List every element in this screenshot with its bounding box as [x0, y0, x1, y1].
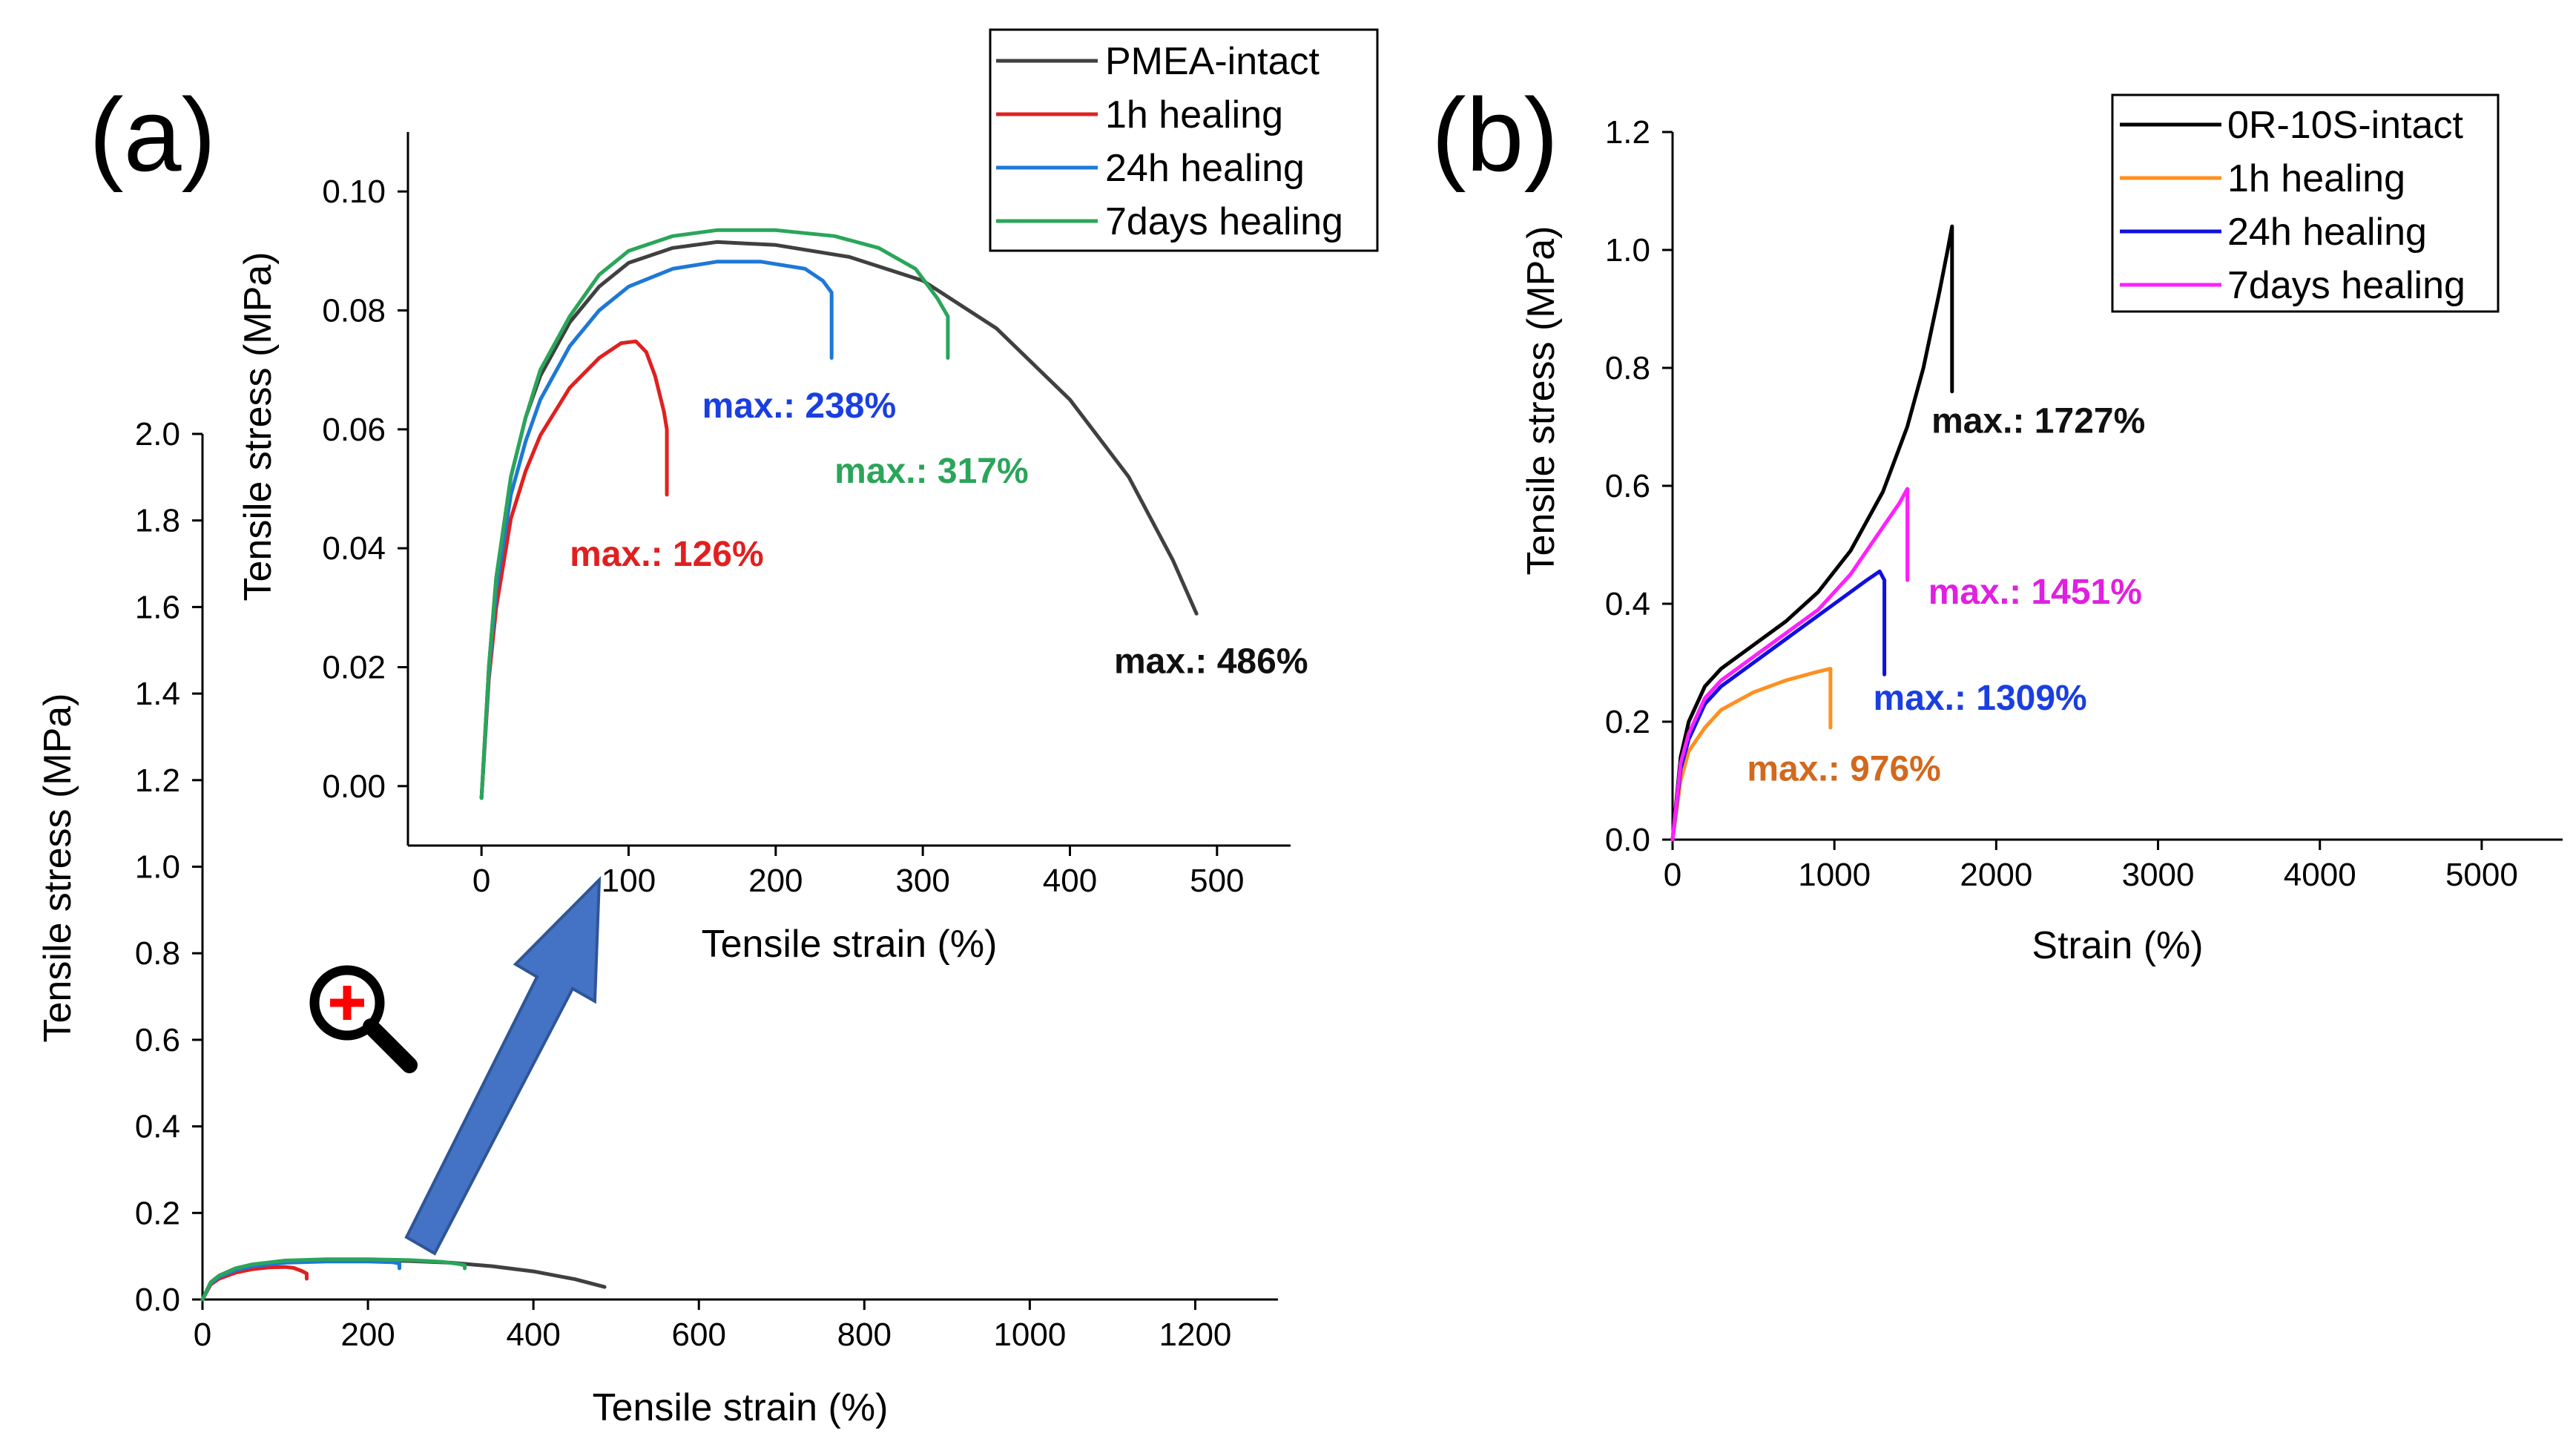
legend-b: 0R-10S-intact 1h healing 24h healing 7da…: [2111, 93, 2500, 313]
x-axis-title-a-inset: Tensile strain (%): [702, 923, 998, 966]
legend-a: PMEA-intact 1h healing 24h healing 7days…: [989, 28, 1379, 252]
x-tick-label-b: 2000: [1960, 857, 2032, 893]
annotation-b-3: max.: 976%: [1747, 750, 1941, 789]
series-a-inset-3: [479, 228, 950, 800]
y-tick-label-a-main: 0.2: [135, 1195, 180, 1231]
series-b-3: [1670, 487, 1910, 842]
legend-b-entry-0: 0R-10S-intact: [2227, 104, 2463, 147]
zoom-arrow-icon: [404, 875, 602, 1256]
x-tick-label-a-inset: 200: [748, 863, 803, 899]
x-axis-title-b: Strain (%): [2032, 924, 2203, 967]
y-tick-label-a-main: 1.2: [135, 762, 180, 799]
legend-b-entry-2: 24h healing: [2227, 211, 2427, 254]
series-a-main-3: [200, 1257, 467, 1302]
y-tick-label-a-main: 1.6: [135, 589, 180, 625]
y-tick-label-a-main: 1.8: [135, 503, 180, 539]
y-tick-label-a-main: 0.0: [135, 1282, 180, 1318]
series-a-inset-1: [479, 339, 669, 800]
x-tick-label-a-inset: 400: [1043, 863, 1097, 899]
annotation-b-2: max.: 1309%: [1874, 679, 2087, 718]
y-tick-label-b: 0.2: [1605, 704, 1650, 740]
y-tick-label-a-main: 1.0: [135, 849, 180, 886]
annotation-a-inset-2: max.: 317%: [834, 452, 1029, 491]
y-tick-label-b: 0.6: [1605, 468, 1650, 504]
y-tick-label-a-main: 0.4: [135, 1109, 180, 1145]
x-tick-label-b: 5000: [2445, 857, 2518, 893]
y-tick-label-b: 1.2: [1605, 114, 1650, 151]
y-tick-label-b: 0.0: [1605, 822, 1650, 858]
x-tick-label-b: 3000: [2122, 857, 2195, 893]
y-tick-label-a-inset: 0.00: [322, 768, 386, 805]
magnifier-icon: [309, 965, 418, 1073]
y-tick-label-a-inset: 0.04: [322, 530, 386, 567]
annotation-a-inset-0: max.: 126%: [570, 535, 764, 574]
x-tick-label-a-main: 400: [506, 1317, 560, 1353]
y-tick-label-a-inset: 0.08: [322, 293, 386, 329]
y-tick-label-a-inset: 0.10: [322, 174, 386, 210]
legend-b-entry-1: 1h healing: [2227, 157, 2405, 200]
legend-a-entry-2: 24h healing: [1105, 147, 1305, 190]
x-tick-label-a-main: 1200: [1159, 1317, 1232, 1353]
series-a-main-1: [200, 1265, 309, 1302]
legend-a-box: [989, 28, 1379, 252]
y-tick-label-a-inset: 0.02: [322, 650, 386, 686]
x-tick-label-a-main: 600: [672, 1317, 726, 1353]
x-tick-label-a-main: 0: [194, 1317, 211, 1353]
annotation-b-0: max.: 1727%: [1931, 401, 2145, 441]
series-a-inset-2: [479, 260, 834, 800]
x-tick-label-a-inset: 300: [895, 863, 949, 899]
series-a-main-2: [200, 1259, 401, 1302]
series-b-0: [1670, 224, 1954, 842]
panel-label-a: (a): [89, 76, 216, 193]
x-axis-title-a-main: Tensile strain (%): [593, 1386, 889, 1429]
annotation-a-inset-1: max.: 238%: [702, 386, 897, 426]
x-tick-label-a-inset: 100: [602, 863, 656, 899]
legend-a-entry-0: PMEA-intact: [1105, 40, 1320, 83]
panel-label-b: (b): [1432, 76, 1558, 193]
x-tick-label-a-inset: 500: [1190, 863, 1244, 899]
y-tick-label-a-main: 0.8: [135, 935, 180, 972]
series-b-1: [1670, 667, 1833, 842]
y-axis-title-a-main: Tensile stress (MPa): [36, 694, 79, 1043]
y-tick-label-a-main: 0.6: [135, 1022, 180, 1058]
y-axis-title-a-inset: Tensile stress (MPa): [237, 252, 280, 602]
y-tick-label-a-main: 2.0: [135, 416, 180, 452]
x-tick-label-b: 1000: [1798, 857, 1871, 893]
annotation-b-1: max.: 1451%: [1928, 573, 2142, 612]
x-tick-label-a-main: 200: [340, 1317, 395, 1353]
x-tick-label-a-main: 1000: [993, 1317, 1066, 1353]
annotation-a-inset-3: max.: 486%: [1114, 642, 1308, 682]
legend-b-entry-3: 7days healing: [2227, 264, 2465, 307]
legend-a-entry-3: 7days healing: [1105, 200, 1343, 243]
y-tick-label-a-main: 1.4: [135, 676, 180, 712]
series-b-2: [1670, 569, 1887, 842]
x-tick-label-b: 4000: [2284, 857, 2356, 893]
x-tick-label-a-main: 800: [837, 1317, 892, 1353]
y-tick-label-b: 0.8: [1605, 350, 1650, 386]
y-axis-title-b: Tensile stress (MPa): [1520, 226, 1563, 576]
legend-b-box: [2111, 93, 2500, 313]
legend-a-entry-1: 1h healing: [1105, 93, 1283, 136]
x-tick-label-b: 0: [1664, 857, 1681, 893]
x-tick-label-a-inset: 0: [472, 863, 490, 899]
y-tick-label-a-inset: 0.06: [322, 412, 386, 448]
y-tick-label-b: 1.0: [1605, 232, 1650, 269]
y-tick-label-b: 0.4: [1605, 586, 1650, 622]
